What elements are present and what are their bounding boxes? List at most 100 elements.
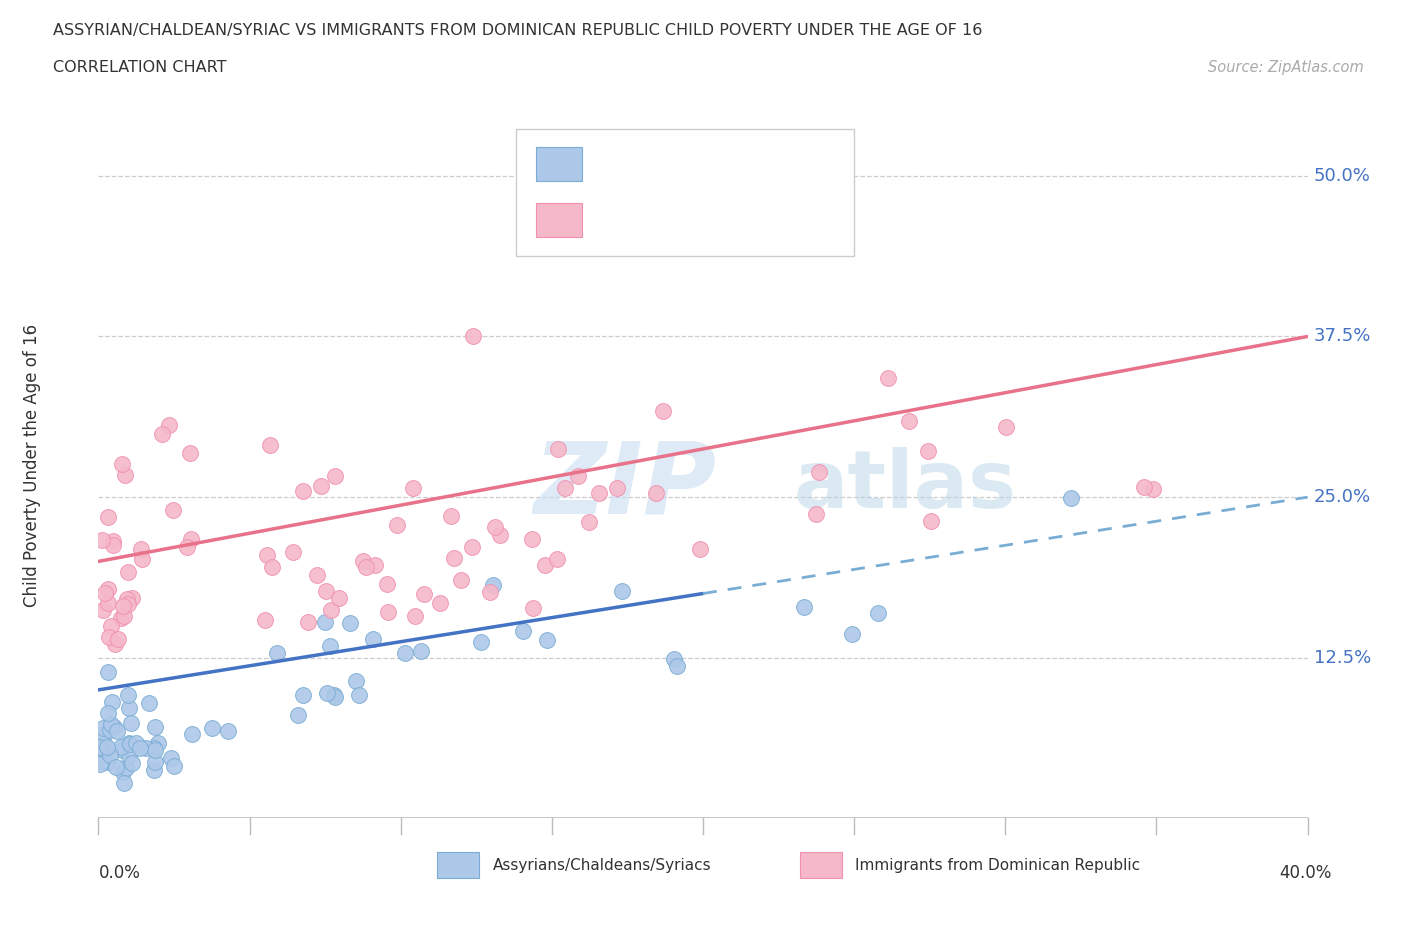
Point [103,538,125,552]
Point [287,707,309,722]
Point [877,371,900,386]
Point [115,592,138,607]
Point [117,688,139,703]
Point [651,404,673,418]
Point [567,469,589,484]
Point [315,685,337,700]
Point [111,457,134,472]
Text: Assyrians/Chaldeans/Syriacs: Assyrians/Chaldeans/Syriacs [492,857,711,872]
Point [262,559,284,574]
Point [429,595,451,610]
Point [554,481,576,496]
Point [160,751,183,765]
Text: N = 82: N = 82 [730,211,797,230]
Point [612,583,634,598]
Bar [800,852,842,879]
Text: 37.5%: 37.5% [1313,327,1371,345]
Point [793,599,815,614]
Point [546,551,568,566]
Point [121,591,143,605]
Point [104,760,127,775]
Point [129,740,152,755]
Point [354,560,377,575]
Point [97,581,120,596]
Point [143,743,166,758]
Point [101,695,124,710]
Text: N = 70: N = 70 [730,155,797,173]
Point [150,427,173,442]
Point [162,503,184,518]
Point [94,586,117,601]
Point [256,548,278,563]
Text: R = 0.207: R = 0.207 [596,155,695,173]
Point [808,465,831,480]
Point [536,633,558,648]
Point [176,539,198,554]
Point [120,737,142,751]
Point [868,605,890,620]
Point [145,754,167,769]
Point [664,651,686,666]
Point [163,759,186,774]
Text: ZIP: ZIP [534,438,717,535]
Point [91,743,114,758]
Point [666,658,689,673]
Text: 40.0%: 40.0% [1279,864,1331,883]
Point [645,485,668,500]
Text: ASSYRIAN/CHALDEAN/SYRIAC VS IMMIGRANTS FROM DOMINICAN REPUBLIC CHILD POVERTY UND: ASSYRIAN/CHALDEAN/SYRIAC VS IMMIGRANTS F… [53,23,983,38]
Point [309,479,332,494]
Point [450,573,472,588]
Point [118,749,141,764]
Point [98,748,121,763]
Point [93,727,115,742]
Point [375,577,398,591]
Point [606,481,628,496]
Point [91,721,114,736]
Text: R = 0.367: R = 0.367 [596,211,695,230]
Point [297,614,319,629]
Point [97,705,120,720]
Bar [536,147,582,180]
Point [588,485,610,500]
Point [994,419,1017,434]
Point [114,776,136,790]
Point [344,673,367,688]
Point [291,484,314,498]
Point [440,509,463,524]
Point [352,553,374,568]
Point [117,597,139,612]
Point [1142,482,1164,497]
Point [138,696,160,711]
Point [364,557,387,572]
Point [328,591,350,605]
Point [97,509,120,524]
Point [97,665,120,680]
Point [118,700,141,715]
Point [512,623,534,638]
Point [1060,491,1083,506]
Point [93,737,115,751]
Point [259,438,281,453]
FancyBboxPatch shape [516,129,855,257]
Point [121,756,143,771]
Point [266,646,288,661]
Point [484,519,506,534]
Point [522,601,544,616]
Text: 0.0%: 0.0% [98,864,141,883]
Point [443,551,465,566]
Point [157,418,180,432]
Point [143,720,166,735]
Point [578,514,600,529]
Point [135,740,157,755]
Point [110,611,132,626]
Text: Child Poverty Under the Age of 16: Child Poverty Under the Age of 16 [22,324,41,606]
Point [89,740,111,755]
Point [404,608,426,623]
Point [321,603,343,618]
Point [143,763,166,777]
Point [339,616,361,631]
Point [89,756,111,771]
Point [180,531,202,546]
Point [146,736,169,751]
Point [98,630,121,644]
